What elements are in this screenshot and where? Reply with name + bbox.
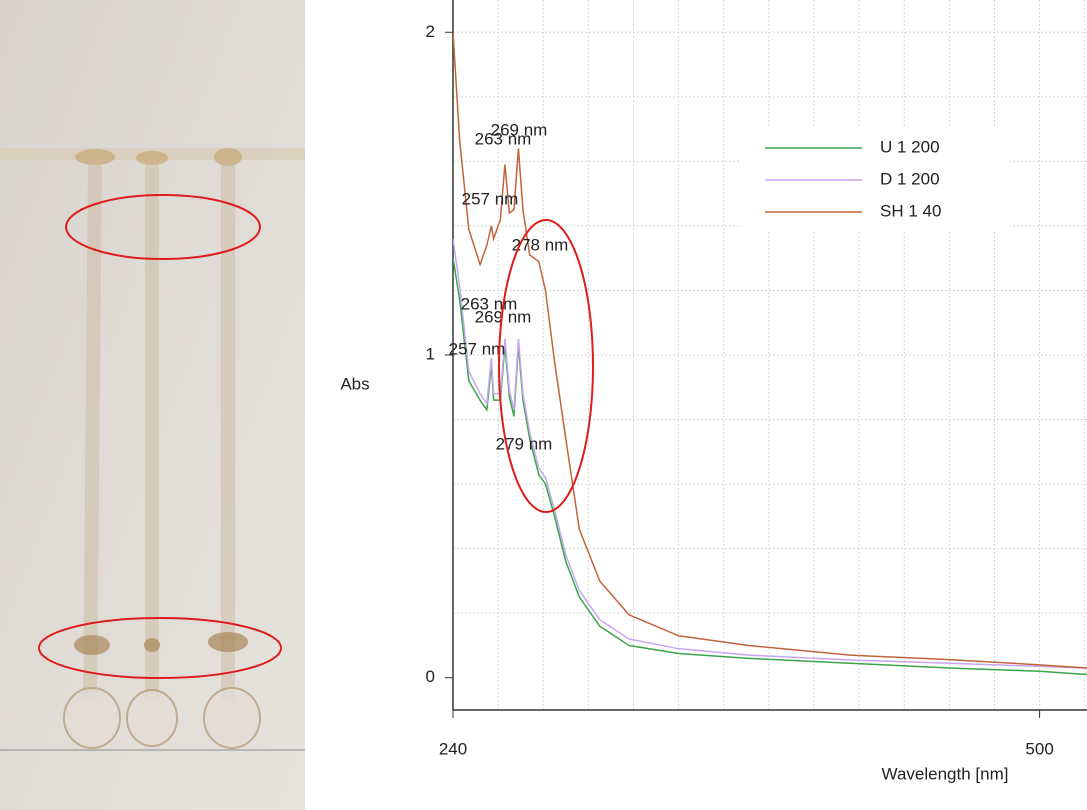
plate	[0, 0, 305, 810]
legend: U 1 200 D 1 200 SH 1 40	[740, 128, 1010, 230]
peak-annotation: 278 nm	[512, 235, 569, 254]
peak-annotation: 257 nm	[462, 189, 519, 208]
series-line	[453, 32, 1087, 669]
legend-label: D 1 200	[880, 169, 940, 188]
lanes	[83, 164, 235, 701]
series-line	[453, 238, 1087, 669]
y-tick-label: 1	[426, 344, 435, 363]
peak-annotation: 269 nm	[491, 120, 548, 139]
peak-annotation: 263 nm	[475, 129, 532, 148]
front-spots	[75, 148, 242, 166]
y-tick-label: 0	[426, 667, 435, 686]
legend-label: SH 1 40	[880, 201, 941, 220]
peak-annotation: 279 nm	[496, 434, 553, 453]
spectrum-chart: 0 1 2 240 500 Wavelength [nm] Abs U 1 200 D 1 20…	[340, 0, 1087, 783]
highlight-ellipse	[65, 194, 261, 260]
origins	[63, 687, 261, 749]
x-tick-label: 500	[1025, 739, 1053, 758]
y-axis-label: Abs	[340, 374, 369, 393]
series-line	[453, 258, 1087, 676]
highlight-ellipse	[498, 219, 594, 513]
x-tick-label: 240	[439, 739, 467, 758]
legend-box	[740, 128, 1010, 230]
peak-annotation: 257 nm	[449, 339, 506, 358]
peak-annotation: 269 nm	[475, 307, 532, 326]
tlc-plate	[0, 0, 305, 810]
y-tick-label: 2	[426, 22, 435, 41]
highlight-ellipse	[38, 617, 282, 679]
plot-area	[453, 32, 1087, 676]
x-axis-label: Wavelength [nm]	[882, 764, 1009, 783]
legend-label: U 1 200	[880, 137, 940, 156]
spots	[74, 632, 248, 655]
